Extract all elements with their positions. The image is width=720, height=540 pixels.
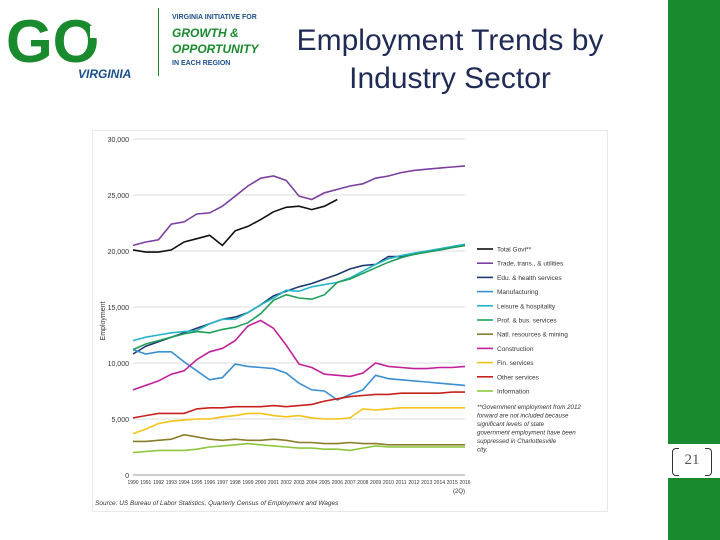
x-tick-label: 1995	[191, 480, 202, 486]
x-tick-label: 1993	[166, 480, 177, 486]
employment-chart: 0 5,000 10,000 15,000 20,000 25,000 30,000 Empl…	[92, 130, 608, 512]
legend-label: Construction	[497, 346, 534, 353]
y-tick-label: 10,000	[108, 361, 130, 368]
page-bracket-left	[672, 448, 679, 476]
series-line	[132, 442, 465, 454]
series-line	[133, 433, 465, 446]
series-line	[132, 244, 466, 355]
go-logo-mark: GO VIRGINIA	[6, 8, 131, 81]
x-tick-label: 2004	[306, 480, 317, 486]
slide-title-line1: Employment Trends by	[296, 24, 604, 57]
x-tick-label: 1999	[242, 480, 253, 486]
logo-line4: IN EACH REGION	[172, 60, 231, 67]
legend-label: Manufacturing	[497, 289, 539, 296]
series-line	[132, 319, 466, 391]
series-line	[132, 244, 466, 351]
x-tick-label: 2007	[345, 480, 356, 486]
page-number: 21	[684, 452, 700, 468]
page-number-box: 21	[664, 444, 720, 478]
x-tick-label: 2008	[357, 480, 368, 486]
x-tick-label: 1996	[204, 480, 215, 486]
x-tick-label: 1990	[127, 480, 138, 486]
chart-footnote-line: suppressed in Charlottesville	[477, 438, 557, 445]
x-tick-label: 2014	[434, 480, 445, 486]
logo-go-text: GO	[6, 8, 99, 75]
y-tick-label: 30,000	[108, 137, 130, 144]
legend-label: Prof. & bus. services	[497, 318, 557, 325]
x-tick-label: 2011	[396, 480, 407, 486]
chart-footnote-line: government employment have been	[477, 430, 576, 437]
x-tick-label: 2000	[255, 480, 266, 486]
y-axis-label: Employment	[100, 301, 107, 340]
legend-label: Total Govt**	[497, 247, 532, 254]
x-tick-label: 2015	[447, 480, 458, 486]
logo-virginia-text: VIRGINIA	[78, 67, 131, 80]
x-tick-label: 2016	[459, 480, 470, 486]
x-tick-label: 2002	[281, 480, 292, 486]
chart-footnote-line: **Government employment from 2012	[477, 404, 581, 411]
y-tick-label: 25,000	[108, 193, 130, 200]
chart-footnote: **Government employment from 2012 forward…	[477, 404, 581, 454]
legend-label: Information	[497, 389, 530, 396]
legend-label: Leisure & hospitality	[497, 303, 556, 310]
legend-label: Natl. resources & mining	[497, 332, 568, 339]
series-line	[132, 165, 466, 247]
legend-label: Other services	[497, 374, 540, 381]
y-tick-label: 20,000	[108, 249, 130, 256]
logo-arrow-icon	[90, 20, 114, 44]
logo-line1: VIRGINIA INITIATIVE FOR	[172, 14, 257, 21]
logo-line3: OPPORTUNITY	[172, 42, 259, 56]
chart-footnote-line: forward are not included because	[477, 413, 569, 420]
x-tick-label: 2003	[293, 480, 304, 486]
logo-divider	[158, 8, 159, 76]
y-tick-label: 0	[125, 473, 129, 480]
x-tick-label: 2013	[421, 480, 432, 486]
slide-title: Employment Trends by Industry Sector	[270, 22, 630, 98]
x-tick-label: 2010	[383, 480, 394, 486]
y-tick-label: 15,000	[108, 305, 130, 312]
x-tick-label: 1998	[230, 480, 241, 486]
logo-line2: GROWTH &	[172, 26, 239, 40]
x-tick-label: 2012	[408, 480, 419, 486]
chart-footnote-line: city.	[477, 447, 488, 454]
legend-label: Trade, trans., & utilities	[497, 261, 564, 268]
series-line	[132, 407, 465, 435]
legend-label: Edu. & health services	[497, 275, 562, 282]
chart-footnote-line: significant levels of state	[477, 421, 545, 428]
series-line	[132, 243, 466, 342]
series-line	[132, 391, 465, 419]
x-tick-label: 1994	[179, 480, 190, 486]
x-tick-label: 2006	[332, 480, 343, 486]
legend-label: Fin. services	[497, 360, 534, 367]
x-tick-label: 2009	[370, 480, 381, 486]
x-axis-note: (2Q)	[453, 489, 465, 495]
x-tick-label: 1991	[140, 480, 151, 486]
go-virginia-logo: GO VIRGINIA VIRGINIA INITIATIVE FOR GROW…	[6, 4, 266, 81]
chart-svg: 0 5,000 10,000 15,000 20,000 25,000 30,000 Empl…	[95, 137, 581, 507]
chart-source: Source: US Bureau of Labor Statistics, Q…	[95, 500, 339, 507]
page-bracket-right	[705, 448, 712, 476]
series-line	[132, 348, 466, 401]
x-tick-label: 1997	[217, 480, 228, 486]
slide-title-line2: Industry Sector	[349, 62, 551, 95]
y-tick-label: 5,000	[111, 417, 129, 424]
series-line	[132, 198, 338, 253]
x-tick-label: 1992	[153, 480, 164, 486]
x-tick-label: 2005	[319, 480, 330, 486]
x-tick-label: 2001	[268, 480, 279, 486]
